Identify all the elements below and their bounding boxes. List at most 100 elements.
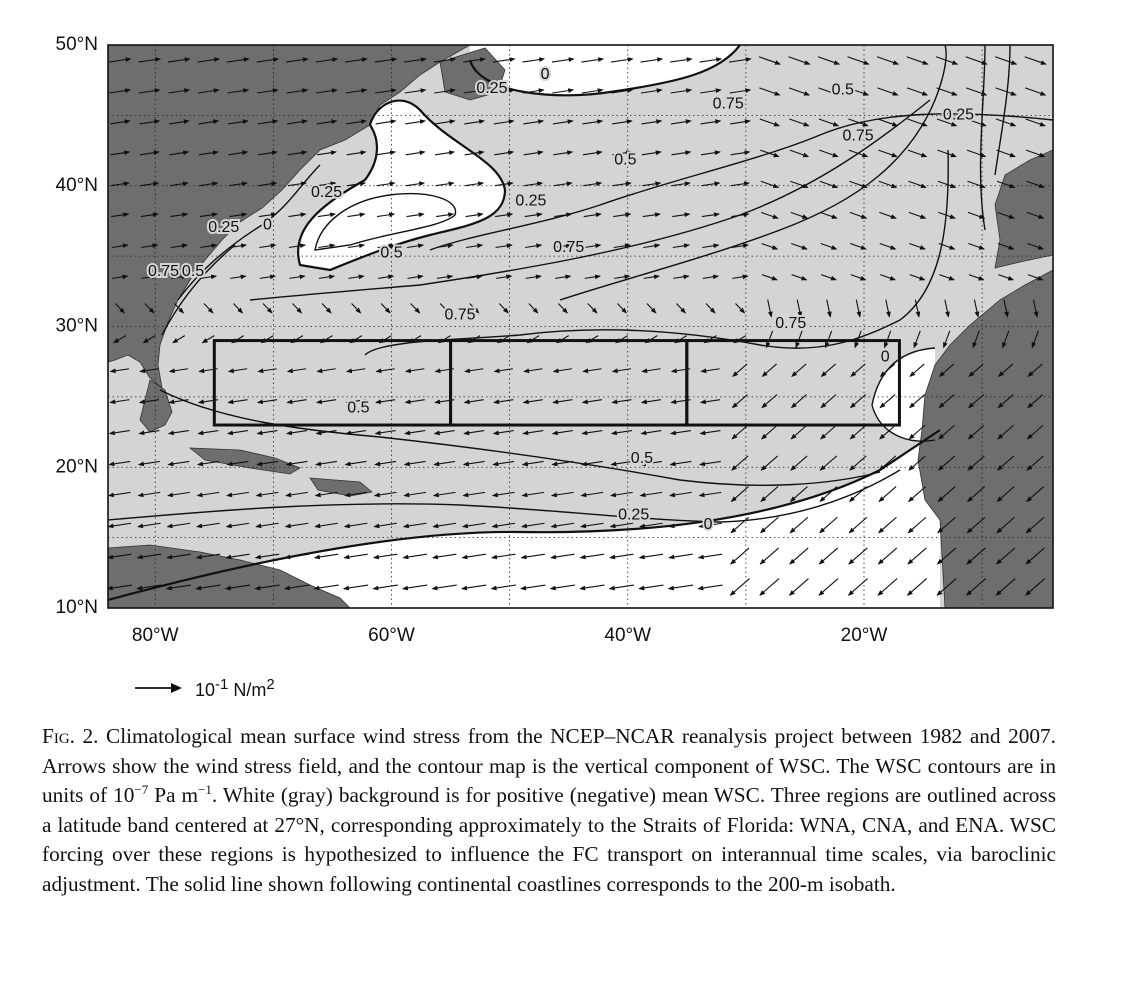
wind-arrow bbox=[495, 243, 513, 249]
wind-arrow bbox=[997, 363, 1014, 378]
wind-arrow bbox=[1024, 56, 1047, 65]
wind-arrow bbox=[139, 368, 159, 374]
wind-arrow bbox=[877, 87, 899, 96]
contour-label-halo: 0 bbox=[263, 216, 272, 233]
wind-arrow bbox=[965, 56, 988, 65]
wind-arrow bbox=[936, 547, 957, 565]
wind-arrow bbox=[612, 150, 633, 156]
wind-arrow bbox=[998, 274, 1015, 281]
wind-arrow bbox=[968, 243, 986, 250]
wind-arrow bbox=[318, 243, 336, 249]
wind-arrow bbox=[557, 303, 568, 314]
wind-arrow bbox=[614, 274, 631, 280]
contour-label: 0.75 bbox=[843, 128, 874, 145]
wind-arrow bbox=[348, 274, 365, 280]
wind-arrow bbox=[314, 522, 338, 529]
wind-arrow bbox=[169, 181, 189, 187]
wind-arrow bbox=[735, 303, 746, 314]
wind-arrow bbox=[225, 553, 250, 560]
wind-arrow bbox=[908, 180, 927, 189]
wind-arrow bbox=[672, 243, 690, 249]
wind-arrow bbox=[995, 118, 1017, 127]
wind-arrow bbox=[377, 274, 395, 280]
lon-label: 20°W bbox=[841, 625, 888, 646]
wind-arrow bbox=[789, 516, 809, 534]
wind-arrow bbox=[523, 119, 545, 125]
wind-arrow bbox=[201, 335, 215, 344]
wind-arrow bbox=[968, 363, 984, 378]
wind-arrow bbox=[820, 363, 837, 378]
wind-arrow bbox=[937, 180, 957, 189]
wind-arrow bbox=[581, 430, 603, 436]
wind-arrow bbox=[641, 119, 663, 125]
wind-arrow bbox=[1031, 330, 1039, 349]
wind-arrow bbox=[197, 430, 219, 436]
wind-arrow bbox=[944, 299, 950, 318]
wind-arrow bbox=[730, 486, 749, 503]
wind-arrow bbox=[431, 553, 457, 560]
wind-arrow bbox=[1025, 516, 1045, 534]
wind-arrow bbox=[671, 150, 692, 156]
wind-arrow bbox=[109, 119, 131, 125]
wind-arrow bbox=[913, 330, 921, 349]
wind-arrow bbox=[730, 150, 751, 156]
wind-arrow bbox=[582, 150, 603, 156]
wind-arrow bbox=[760, 486, 779, 503]
wind-arrow bbox=[877, 578, 898, 596]
wind-arrow bbox=[581, 57, 605, 63]
wind-arrow bbox=[463, 57, 486, 63]
contour-label-halo: 0.75 bbox=[843, 128, 874, 145]
wind-arrow bbox=[321, 303, 332, 314]
wind-arrow bbox=[111, 243, 129, 249]
region-box-ena bbox=[685, 339, 901, 427]
wind-arrow bbox=[520, 522, 545, 529]
wind-arrow bbox=[406, 212, 425, 218]
wind-arrow bbox=[317, 212, 337, 218]
wind-arrow bbox=[670, 88, 693, 94]
wind-arrow bbox=[996, 486, 1015, 503]
wind-arrow bbox=[172, 335, 186, 344]
wind-arrow bbox=[611, 368, 632, 374]
wind-arrow bbox=[374, 57, 398, 63]
contour-label-halo: 0.5 bbox=[347, 399, 369, 416]
wind-arrow bbox=[701, 181, 721, 187]
wind-arrow bbox=[346, 150, 367, 156]
wind-arrow bbox=[1027, 363, 1043, 378]
wind-arrow bbox=[344, 460, 367, 467]
contour-zero-north bbox=[468, 45, 741, 97]
wind-arrow bbox=[373, 522, 397, 529]
contour-label-halo: 0.5 bbox=[614, 152, 636, 169]
wind-arrow bbox=[113, 335, 126, 344]
wind-arrow bbox=[345, 399, 366, 405]
wind-arrow bbox=[848, 516, 868, 534]
wind-arrow bbox=[612, 181, 632, 187]
wind-arrow bbox=[702, 243, 720, 249]
wind-arrow bbox=[820, 424, 837, 440]
wind-arrow bbox=[233, 303, 244, 314]
wind-arrow bbox=[608, 584, 635, 591]
wind-arrow bbox=[137, 491, 161, 498]
wind-arrow bbox=[197, 88, 220, 94]
contour-label-halo: 0.5 bbox=[631, 450, 653, 467]
wind-arrow bbox=[700, 119, 722, 125]
wind-arrow bbox=[676, 303, 687, 314]
wind-arrow bbox=[403, 491, 427, 498]
wind-arrow bbox=[401, 584, 428, 591]
contour-label: 0.75 bbox=[444, 306, 475, 323]
wind-arrow bbox=[818, 578, 839, 596]
wind-arrow bbox=[611, 119, 633, 125]
wind-arrow bbox=[878, 486, 897, 503]
wind-arrow bbox=[760, 424, 778, 440]
wind-arrow bbox=[257, 88, 279, 94]
wind-arrow bbox=[522, 399, 543, 405]
wind-arrow bbox=[347, 212, 366, 218]
contour-label-halo: 0.5 bbox=[380, 245, 402, 262]
wind-arrow bbox=[906, 578, 928, 596]
wind-arrow bbox=[136, 584, 162, 591]
wind-arrow bbox=[935, 56, 959, 65]
wind-arrow bbox=[1024, 87, 1047, 96]
wind-arrow bbox=[553, 181, 573, 187]
wind-arrow bbox=[286, 88, 309, 94]
wind-arrow bbox=[819, 149, 839, 158]
wind-arrow bbox=[286, 57, 309, 63]
